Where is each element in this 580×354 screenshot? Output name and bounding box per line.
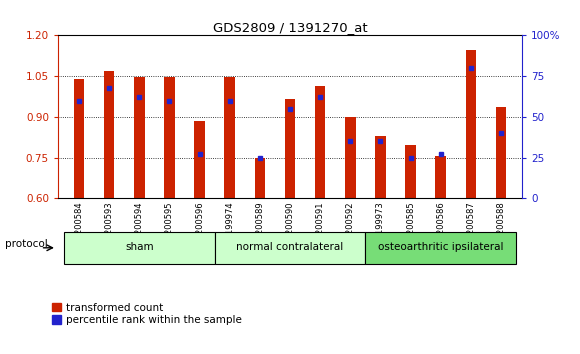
Bar	[104, 71, 114, 198]
Bar	[164, 78, 175, 198]
Title: GDS2809 / 1391270_at: GDS2809 / 1391270_at	[213, 21, 367, 34]
Text: normal contralateral: normal contralateral	[237, 242, 343, 252]
Text: protocol: protocol	[5, 239, 48, 249]
Bar	[134, 78, 144, 198]
Legend: transformed count, percentile rank within the sample: transformed count, percentile rank withi…	[52, 303, 242, 325]
Bar	[496, 107, 506, 198]
Bar	[345, 117, 356, 198]
Bar	[224, 78, 235, 198]
Bar	[315, 86, 325, 198]
Bar	[74, 79, 84, 198]
Bar	[436, 156, 446, 198]
Bar	[194, 121, 205, 198]
Bar	[405, 145, 416, 198]
Bar	[215, 232, 365, 264]
Bar	[255, 158, 265, 198]
Bar	[365, 232, 516, 264]
Bar	[285, 99, 295, 198]
Bar	[64, 232, 215, 264]
Bar	[375, 136, 386, 198]
Bar	[466, 50, 476, 198]
Text: sham: sham	[125, 242, 154, 252]
Text: osteoarthritic ipsilateral: osteoarthritic ipsilateral	[378, 242, 503, 252]
